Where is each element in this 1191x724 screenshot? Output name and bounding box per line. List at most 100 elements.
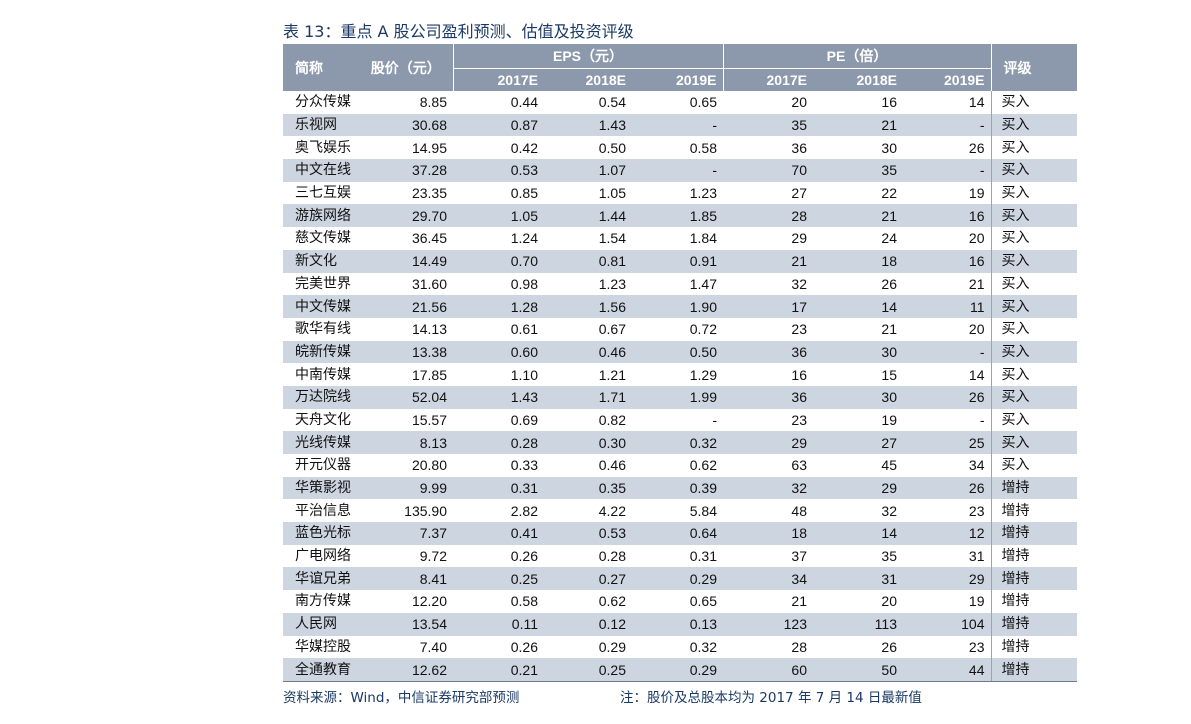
cell-pe-2019e: 14 bbox=[968, 366, 985, 383]
cell-name: 慈文传媒 bbox=[295, 230, 351, 247]
cell-eps-2017e: 0.25 bbox=[453, 567, 544, 591]
cell-pe-2017e: 27 bbox=[791, 185, 807, 202]
cell-pe-2018e: 16 bbox=[881, 94, 897, 111]
cell-eps-2018e: 0.29 bbox=[598, 638, 626, 655]
cell-name: 分众传媒 bbox=[295, 94, 351, 111]
cell-pe-2019e: - bbox=[903, 159, 991, 182]
cell-pe-2018e: 26 bbox=[881, 275, 897, 292]
cell-pe-2017e: 21 bbox=[723, 249, 813, 273]
cell-pe-2018e: 29 bbox=[813, 476, 903, 500]
cell-eps-2019e: 1.84 bbox=[689, 230, 717, 247]
cell-pe-2019e: 26 bbox=[968, 139, 985, 156]
table-row: 华谊兄弟 8.41 0.25 0.27 0.29 34 31 29 增持 bbox=[283, 567, 1077, 591]
cell-pe-2017e: 16 bbox=[791, 366, 807, 383]
cell-eps-2019e: 0.39 bbox=[632, 476, 723, 500]
cell-eps-2019e: 0.91 bbox=[632, 249, 723, 273]
cell-pe-2018e: 20 bbox=[881, 593, 897, 610]
cell-pe-2018e: 26 bbox=[881, 638, 897, 655]
cell-eps-2019e: 1.99 bbox=[632, 385, 723, 409]
cell-pe-2018e: 18 bbox=[813, 249, 903, 273]
cell-price: 12.20 bbox=[411, 593, 447, 610]
forecast-table: 简称 股价（元） EPS（元） PE（倍） 评级 2017E 2018E 201… bbox=[283, 44, 1077, 682]
table-row: 完美世界 31.60 0.98 1.23 1.47 32 26 21 买入 bbox=[283, 272, 1077, 296]
table-row: 皖新传媒 13.38 0.60 0.46 0.50 36 30- 买入 bbox=[283, 340, 1077, 364]
cell-pe-2017e: 36 bbox=[723, 340, 813, 364]
cell-eps-2019e: 0.50 bbox=[632, 340, 723, 364]
cell-eps-2017e: 0.70 bbox=[453, 249, 544, 273]
cell-price: 8.13 bbox=[359, 431, 453, 454]
cell-eps-2018e: 0.82 bbox=[598, 411, 626, 428]
cell-price: 37.28 bbox=[359, 159, 453, 182]
cell-eps-2018e: 0.30 bbox=[544, 431, 632, 454]
cell-price: 12.62 bbox=[359, 658, 453, 682]
header-pe-2017e: 2017E bbox=[722, 68, 813, 91]
header-eps-2017e: 2017E bbox=[452, 68, 544, 91]
table-row: 乐视网 30.68 0.87 1.43-35 21- 买入 bbox=[283, 113, 1077, 137]
header-pe-2019e: 2019E bbox=[903, 68, 991, 91]
cell-pe-2017e: 35 bbox=[723, 113, 813, 137]
cell-eps-2018e: 1.21 bbox=[598, 366, 626, 383]
cell-eps-2017e: 0.98 bbox=[510, 275, 538, 292]
cell-pe-2019e: 20 bbox=[968, 321, 985, 338]
cell-pe-2018e: 35 bbox=[881, 548, 897, 565]
cell-rating: 买入 bbox=[990, 227, 1077, 250]
cell-eps-2017e: 1.05 bbox=[453, 204, 544, 228]
header-name: 简称 bbox=[283, 44, 359, 91]
cell-pe-2018e: 21 bbox=[813, 204, 903, 228]
cell-price: 29.70 bbox=[359, 204, 453, 228]
cell-name: 人民网 bbox=[283, 612, 359, 636]
cell-pe-2019e: 14 bbox=[968, 94, 985, 111]
cell-eps-2019e: 1.47 bbox=[689, 275, 717, 292]
cell-rating: 买入 bbox=[990, 159, 1077, 182]
cell-price: 135.90 bbox=[404, 502, 447, 519]
cell-pe-2017e: 63 bbox=[791, 457, 807, 474]
cell-eps-2019e: 0.65 bbox=[689, 593, 717, 610]
cell-eps-2017e: 0.58 bbox=[510, 593, 538, 610]
cell-eps-2017e: 0.53 bbox=[453, 159, 544, 182]
cell-pe-2019e: 31 bbox=[968, 548, 985, 565]
cell-pe-2018e: 15 bbox=[881, 366, 897, 383]
cell-name: 华媒控股 bbox=[295, 638, 351, 655]
table-title: 表 13：重点 A 股公司盈利预测、估值及投资评级 bbox=[283, 22, 634, 41]
cell-eps-2019e: 0.62 bbox=[689, 457, 717, 474]
cell-eps-2017e: 0.26 bbox=[510, 638, 538, 655]
header-price: 股价（元） bbox=[359, 44, 453, 91]
cell-eps-2019e: - bbox=[712, 411, 717, 428]
cell-eps-2018e: 0.81 bbox=[544, 249, 632, 273]
cell-name: 南方传媒 bbox=[295, 593, 351, 610]
cell-pe-2019e: 16 bbox=[903, 249, 991, 273]
cell-pe-2017e: 60 bbox=[723, 658, 813, 682]
table-row: 中文在线 37.28 0.53 1.07-70 35- 买入 bbox=[283, 159, 1077, 182]
cell-eps-2018e: 1.23 bbox=[598, 275, 626, 292]
cell-name: 天舟文化 bbox=[295, 411, 351, 428]
cell-name: 全通教育 bbox=[283, 658, 359, 682]
cell-pe-2019e: 19 bbox=[968, 593, 985, 610]
table-row: 光线传媒 8.13 0.28 0.30 0.32 29 27 25 买入 bbox=[283, 431, 1077, 454]
cell-pe-2018e: 24 bbox=[881, 230, 897, 247]
table-row: 人民网 13.54 0.11 0.12 0.13 123 113 104 增持 bbox=[283, 612, 1077, 636]
header-pe-2018e: 2018E bbox=[813, 68, 903, 91]
cell-eps-2017e: 0.61 bbox=[510, 321, 538, 338]
price-note: 注：股价及总股本均为 2017 年 7 月 14 日最新值 bbox=[620, 690, 922, 706]
cell-rating: 买入 bbox=[990, 272, 1077, 296]
cell-eps-2018e: 1.54 bbox=[598, 230, 626, 247]
cell-rating: 增持 bbox=[990, 522, 1077, 545]
cell-rating: 增持 bbox=[990, 590, 1077, 613]
cell-name: 中文在线 bbox=[283, 159, 359, 182]
cell-price: 21.56 bbox=[359, 295, 453, 318]
cell-pe-2017e: 23 bbox=[791, 321, 807, 338]
cell-price: 52.04 bbox=[359, 385, 453, 409]
cell-pe-2018e: 113 bbox=[813, 612, 903, 636]
cell-price: 36.45 bbox=[411, 230, 447, 247]
cell-price: 7.40 bbox=[419, 638, 447, 655]
cell-eps-2019e: 5.84 bbox=[689, 502, 717, 519]
cell-eps-2019e: 0.13 bbox=[632, 612, 723, 636]
cell-eps-2019e: 0.72 bbox=[689, 321, 717, 338]
cell-pe-2019e: 44 bbox=[903, 658, 991, 682]
cell-rating: 买入 bbox=[990, 91, 1077, 114]
cell-rating: 增持 bbox=[990, 567, 1077, 591]
cell-name: 皖新传媒 bbox=[283, 340, 359, 364]
cell-price: 14.95 bbox=[411, 139, 447, 156]
cell-pe-2019e: 21 bbox=[968, 275, 985, 292]
cell-name: 完美世界 bbox=[295, 275, 351, 292]
